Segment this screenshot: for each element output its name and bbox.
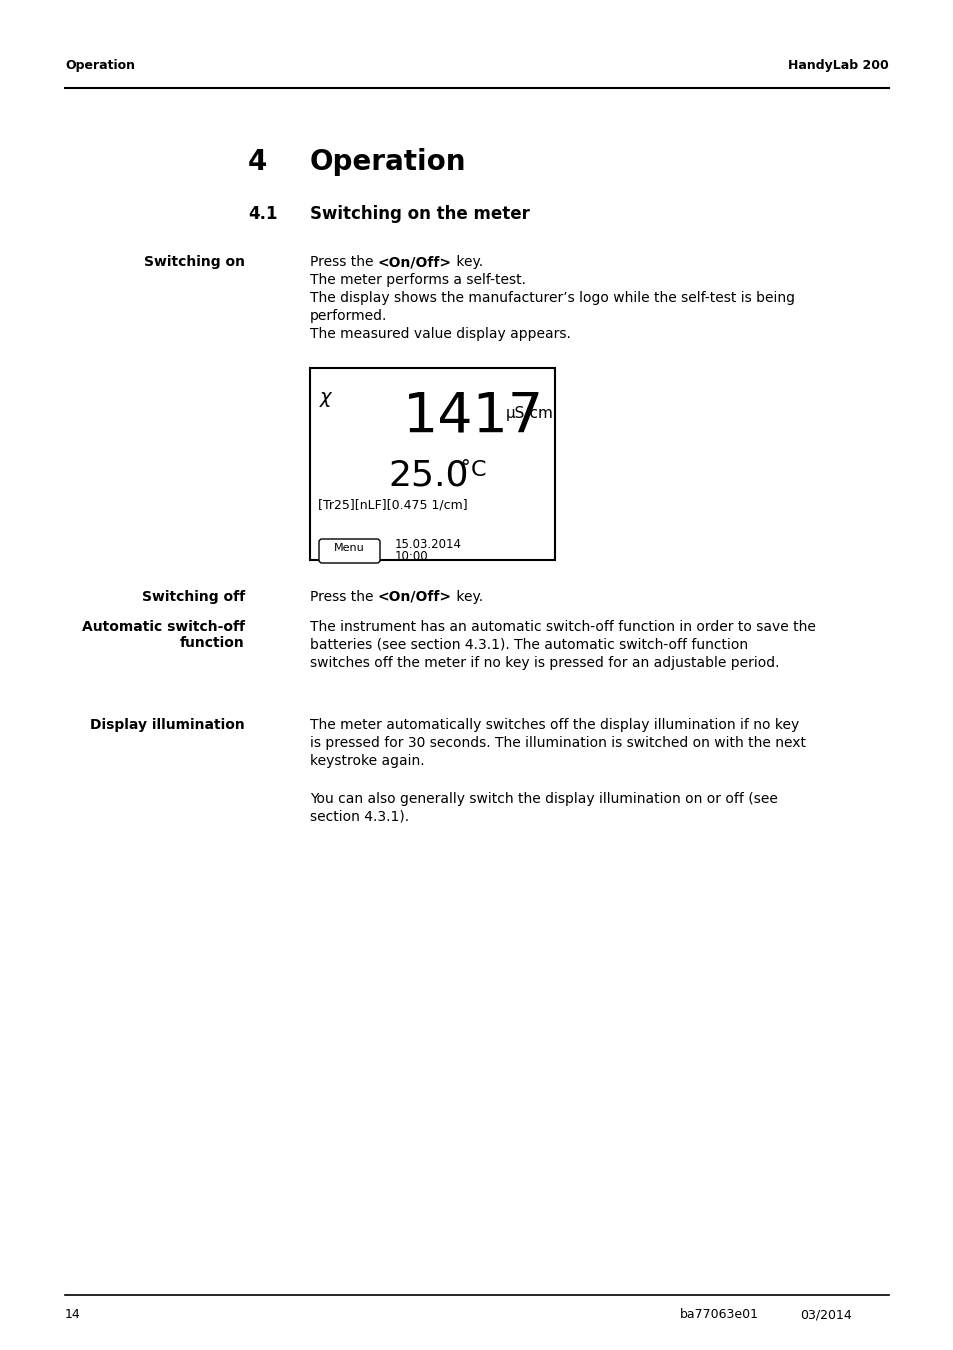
Text: Switching on: Switching on: [144, 255, 245, 269]
Text: keystroke again.: keystroke again.: [310, 755, 424, 768]
Text: The display shows the manufacturer’s logo while the self-test is being: The display shows the manufacturer’s log…: [310, 292, 794, 305]
Text: Press the: Press the: [310, 255, 377, 269]
Text: Display illumination: Display illumination: [91, 718, 245, 732]
Text: The measured value display appears.: The measured value display appears.: [310, 327, 570, 342]
Text: 4: 4: [248, 148, 267, 176]
Text: [Tr25][nLF][0.475 1/cm]: [Tr25][nLF][0.475 1/cm]: [317, 498, 467, 512]
Text: 4.1: 4.1: [248, 205, 277, 223]
Text: HandyLab 200: HandyLab 200: [787, 59, 888, 72]
FancyBboxPatch shape: [310, 369, 555, 560]
Text: Automatic switch-off
function: Automatic switch-off function: [82, 620, 245, 651]
Text: Menu: Menu: [334, 543, 364, 554]
Text: batteries (see section 4.3.1). The automatic switch-off function: batteries (see section 4.3.1). The autom…: [310, 639, 747, 652]
Text: The instrument has an automatic switch-off function in order to save the: The instrument has an automatic switch-o…: [310, 620, 815, 634]
Text: 1417: 1417: [403, 390, 543, 444]
Text: switches off the meter if no key is pressed for an adjustable period.: switches off the meter if no key is pres…: [310, 656, 779, 670]
FancyBboxPatch shape: [318, 539, 379, 563]
Text: key.: key.: [452, 590, 482, 603]
Text: χ: χ: [319, 387, 331, 406]
Text: Press the: Press the: [310, 590, 377, 603]
Text: 10:00: 10:00: [395, 549, 428, 563]
Text: Switching on the meter: Switching on the meter: [310, 205, 529, 223]
Text: 25.0: 25.0: [388, 458, 469, 491]
Text: The meter performs a self-test.: The meter performs a self-test.: [310, 273, 525, 288]
Text: ba77063e01: ba77063e01: [679, 1308, 759, 1322]
Text: 14: 14: [65, 1308, 81, 1322]
Text: section 4.3.1).: section 4.3.1).: [310, 810, 409, 824]
Text: 15.03.2014: 15.03.2014: [395, 539, 461, 551]
Text: °: °: [460, 458, 470, 477]
Text: μS/cm: μS/cm: [505, 406, 554, 421]
Text: Switching off: Switching off: [142, 590, 245, 603]
Text: C: C: [470, 460, 485, 481]
Text: The meter automatically switches off the display illumination if no key: The meter automatically switches off the…: [310, 718, 799, 732]
Text: is pressed for 30 seconds. The illumination is switched on with the next: is pressed for 30 seconds. The illuminat…: [310, 736, 805, 751]
Text: You can also generally switch the display illumination on or off (see: You can also generally switch the displa…: [310, 792, 777, 806]
Text: 03/2014: 03/2014: [800, 1308, 851, 1322]
Text: Operation: Operation: [65, 59, 135, 72]
Text: Operation: Operation: [310, 148, 466, 176]
Text: performed.: performed.: [310, 309, 387, 323]
Text: <On/Off>: <On/Off>: [377, 590, 452, 603]
Text: key.: key.: [452, 255, 482, 269]
Text: <On/Off>: <On/Off>: [377, 255, 452, 269]
